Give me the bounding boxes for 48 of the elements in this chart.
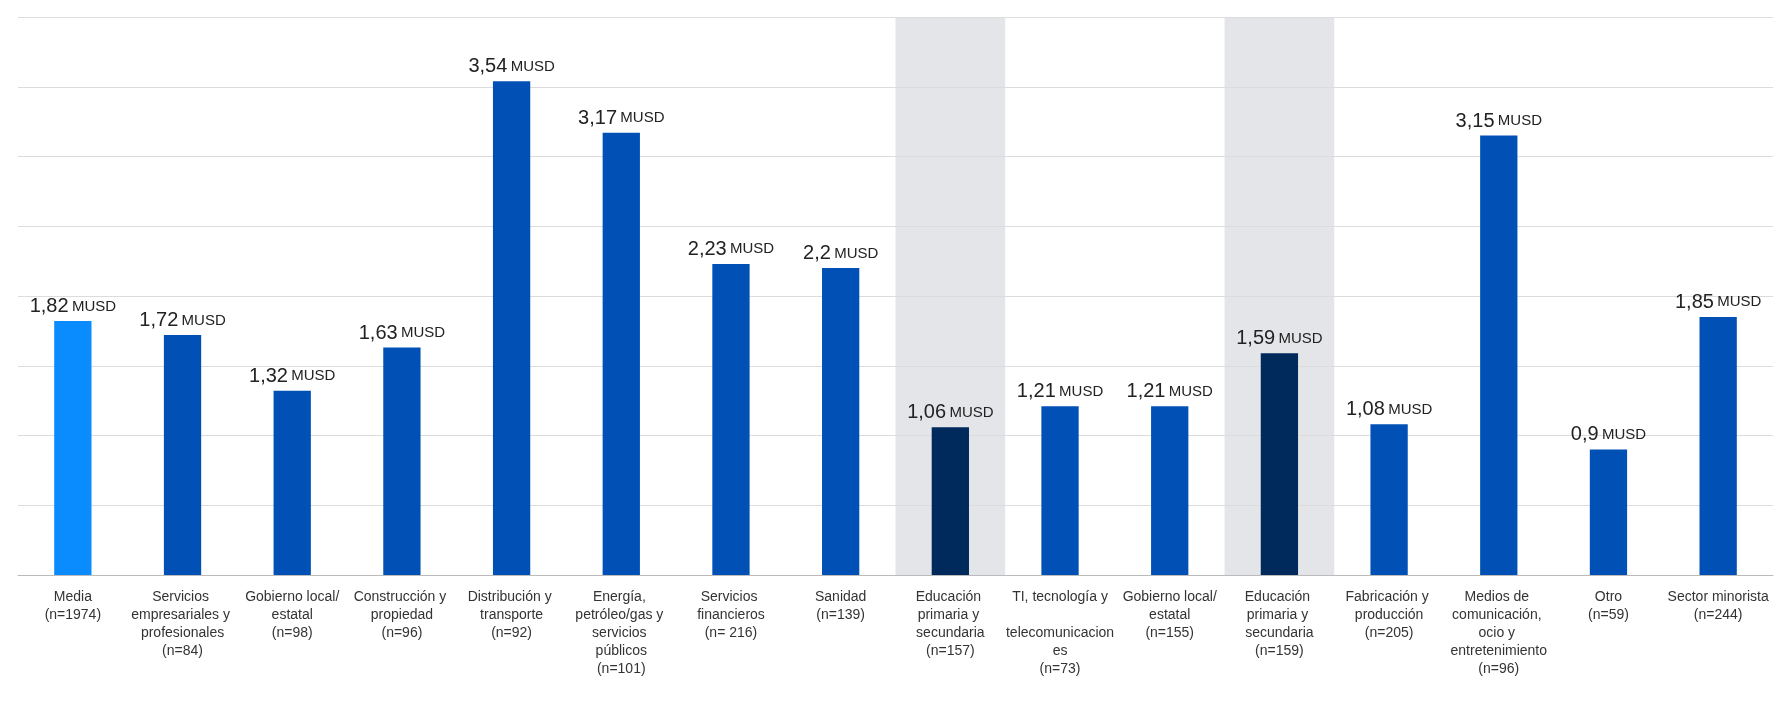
bar: [54, 321, 92, 575]
data-label: 1,82 MUSD: [29, 294, 117, 317]
data-label: 1,21 MUSD: [1016, 379, 1104, 402]
data-label: 1,32 MUSD: [249, 363, 336, 386]
data-label: 3,15 MUSD: [1455, 108, 1543, 131]
bar: [712, 263, 750, 575]
data-label: 3,17 MUSD: [578, 105, 665, 128]
data-label: 1,21 MUSD: [1126, 379, 1214, 402]
data-label: 1,85 MUSD: [1674, 289, 1762, 312]
bar: [1041, 406, 1079, 575]
bar: [492, 81, 531, 575]
bar: [1370, 424, 1408, 575]
x-tick-label: Otro (n=59): [1588, 588, 1629, 622]
x-tick-label: Servicios financieros (n= 216): [697, 588, 765, 640]
x-tick-label: Sanidad (n=139): [814, 588, 867, 622]
bar: [163, 335, 202, 575]
bar: [931, 427, 969, 575]
bar: [822, 268, 860, 575]
x-tick-label: Construcción y propiedad (n=96): [353, 588, 451, 640]
data-label: 1,59 MUSD: [1236, 326, 1323, 349]
category-label: TI, tecnología y telecomunicaciones (n=73): [1005, 588, 1115, 676]
x-tick-label: Fabricación y producción (n=205): [1345, 588, 1433, 640]
bar: [273, 390, 311, 575]
x-tick-label: Servicios empresariales y profesionales (n=84): [131, 588, 234, 658]
x-tick-label: Educación primaria y secundaria (n=159): [1244, 588, 1315, 658]
x-tick-label: Medios de comunicación, ocio y entretenimiento (n=96): [1450, 588, 1548, 676]
x-tick-label: Media (n=1974): [44, 588, 102, 622]
x-tick-label: Distribución y transporte (n=92): [467, 588, 556, 640]
data-label: 3,54 MUSD: [468, 54, 555, 77]
bar: [1151, 406, 1189, 575]
data-label: 1,72 MUSD: [139, 308, 226, 331]
bar: [1589, 449, 1628, 575]
bar: [1699, 316, 1737, 575]
data-label: 1,08 MUSD: [1345, 397, 1433, 420]
x-tick-label: Energía, petróleo/gas y servicios públicos (n=101): [575, 588, 668, 676]
data-label: 1,06 MUSD: [907, 400, 994, 423]
x-tick-label: Educación primaria y secundaria (n=157): [915, 588, 985, 658]
bar: [383, 347, 421, 575]
data-label: 0,9 MUSD: [1570, 422, 1647, 445]
data-label: 1,63 MUSD: [358, 320, 446, 343]
x-tick-label: Gobierno local/estatal (n=155): [1122, 588, 1217, 640]
bar: [602, 132, 640, 575]
data-label: 2,2 MUSD: [803, 241, 879, 264]
bar: [1480, 135, 1518, 575]
data-label: 2,23 MUSD: [687, 236, 775, 259]
bar: [1260, 353, 1299, 575]
x-tick-label: Gobierno local/estatal (n=98): [245, 588, 340, 640]
x-tick-label: Sector minorista (n=244): [1667, 588, 1769, 622]
